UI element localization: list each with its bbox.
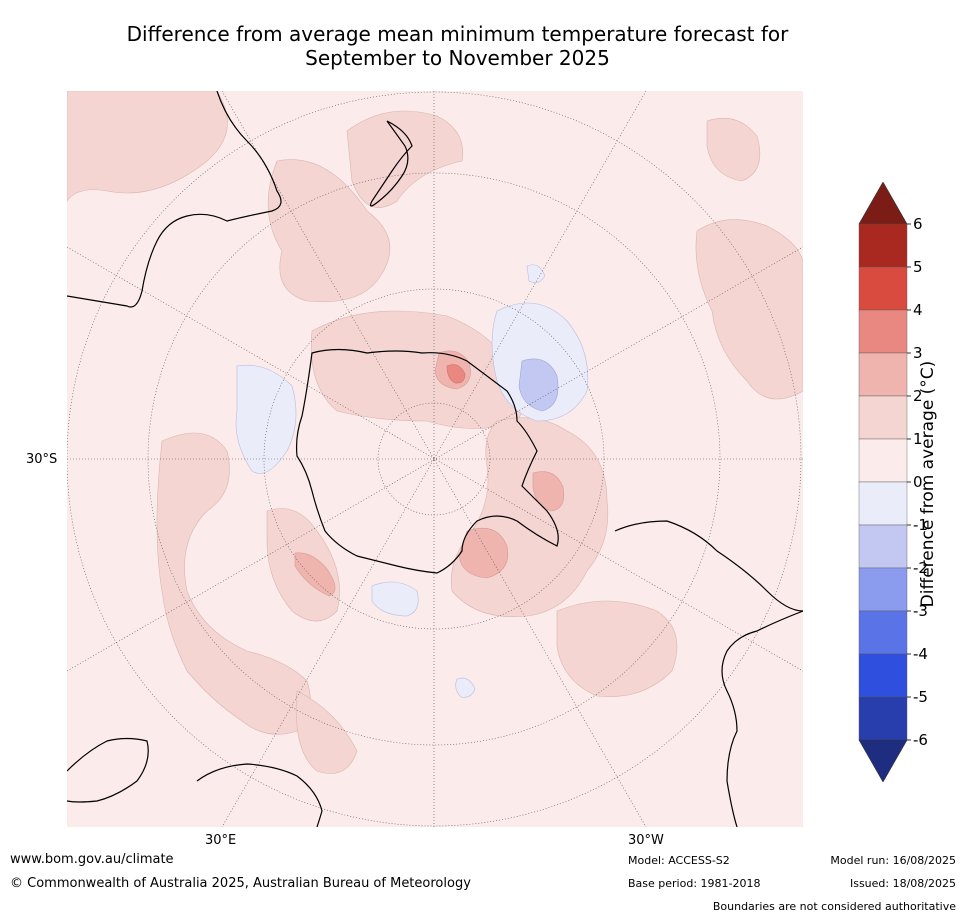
- model-text: Model: ACCESS-S2: [628, 854, 730, 867]
- colorbar-cell: [858, 438, 908, 483]
- base-period-text: Base period: 1981-2018: [628, 877, 761, 890]
- title-line-1: Difference from average mean minimum tem…: [126, 22, 789, 46]
- colorbar-cell: [858, 653, 908, 698]
- lat-label-30s: 30°S: [26, 452, 58, 467]
- coastlines: [67, 91, 803, 827]
- colorbar-tick-label: -6: [913, 731, 928, 749]
- title-line-2: September to November 2025: [305, 46, 610, 70]
- colorbar-tick-label: -3: [913, 602, 928, 620]
- colorbar-cell: [858, 352, 908, 397]
- colorbar-cells: [858, 182, 908, 782]
- colorbar-extend-max: [858, 182, 908, 225]
- colorbar-tick-label: -2: [913, 559, 928, 577]
- colorbar-tick-label: -1: [913, 516, 928, 534]
- colorbar-tick-label: 0: [913, 473, 923, 491]
- colorbar-tick-label: 1: [913, 430, 923, 448]
- anomaly-neg1-0-regions: [235, 264, 589, 698]
- copyright-text: © Commonwealth of Australia 2025, Austra…: [10, 876, 471, 891]
- anomaly-neg2-neg1-regions: [518, 358, 559, 412]
- colorbar-tick-label: 4: [913, 301, 923, 319]
- colorbar-tick-label: 2: [913, 387, 923, 405]
- lon-label-30e: 30°E: [205, 833, 237, 848]
- colorbar: 6 5 4 3 2 1 0 -1 -2 -3 -4 -5 -6: [858, 182, 928, 782]
- colorbar-extend-min: [858, 739, 908, 782]
- map-title: Difference from average mean minimum tem…: [60, 22, 855, 70]
- colorbar-tick-label: 5: [913, 258, 923, 276]
- colorbar-cell: [858, 567, 908, 612]
- forecast-map: [67, 91, 803, 827]
- colorbar-tick-label: -4: [913, 645, 928, 663]
- colorbar-tick-label: 3: [913, 344, 923, 362]
- colorbar-cell: [858, 395, 908, 440]
- colorbar-tick-label: 6: [913, 215, 923, 233]
- map-canvas: [67, 91, 803, 827]
- colorbar-cell: [858, 610, 908, 655]
- colorbar-ticks: 6 5 4 3 2 1 0 -1 -2 -3 -4 -5 -6: [907, 215, 928, 749]
- issued-text: Issued: 18/08/2025: [849, 877, 956, 890]
- colorbar-tick-label: -5: [913, 688, 928, 706]
- colorbar-cell: [858, 309, 908, 354]
- lon-label-30w: 30°W: [628, 833, 664, 848]
- colorbar-cell: [858, 223, 908, 268]
- colorbar-cell: [858, 524, 908, 569]
- graticule: [67, 91, 803, 827]
- model-run-text: Model run: 16/08/2025: [830, 854, 956, 867]
- colorbar-label: Difference from average (°C): [918, 360, 938, 608]
- website-link[interactable]: www.bom.gov.au/climate: [10, 852, 174, 867]
- anomaly-3-4-regions: [446, 364, 466, 384]
- anomaly-2-3-regions: [294, 350, 565, 597]
- colorbar-cell: [858, 266, 908, 311]
- colorbar-cell: [858, 696, 908, 741]
- colorbar-cell: [858, 481, 908, 526]
- disclaimer-text: Boundaries are not considered authoritat…: [712, 900, 956, 913]
